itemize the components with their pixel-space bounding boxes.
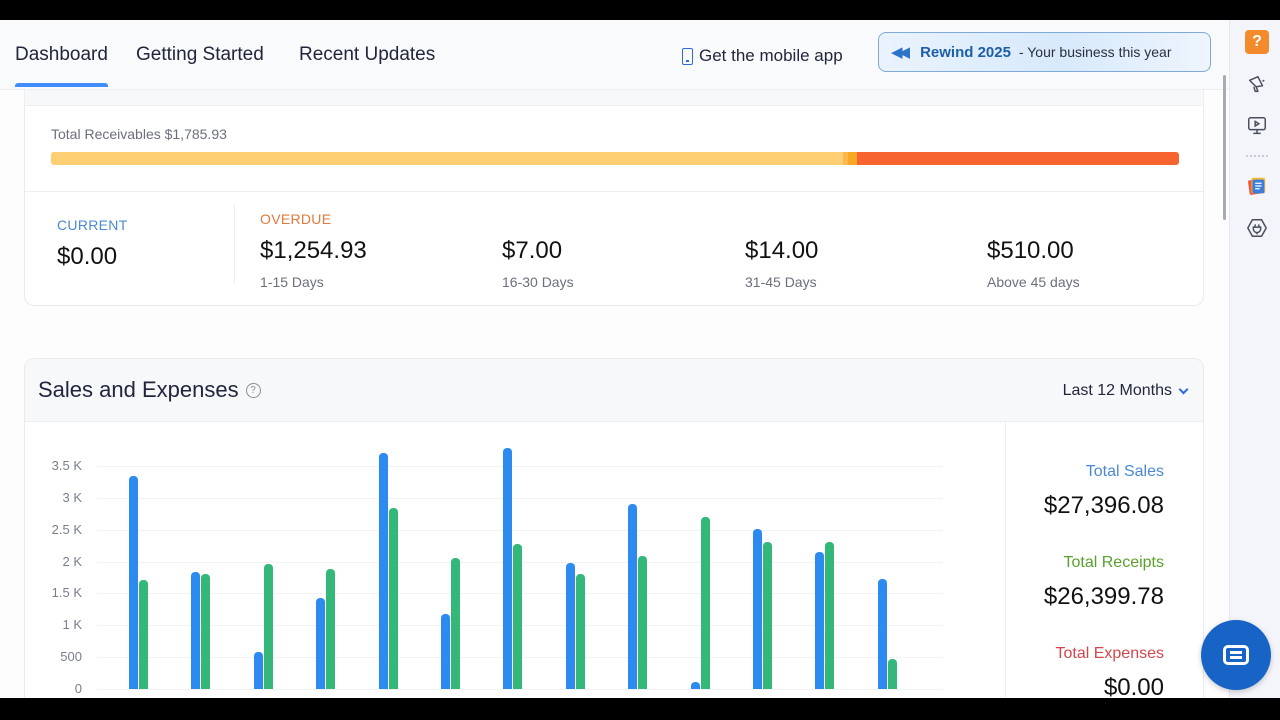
receipts-bar[interactable]	[575, 574, 585, 689]
chat-icon	[1223, 645, 1249, 665]
gridline	[97, 689, 942, 690]
mobile-phone-icon	[682, 47, 693, 65]
sales-bar[interactable]	[316, 597, 326, 689]
receivables-bar-segment[interactable]	[848, 152, 858, 165]
sales-bar[interactable]	[690, 681, 700, 689]
receipts-bar[interactable]	[887, 659, 897, 689]
receipts-bar[interactable]	[763, 541, 772, 689]
mobile-app-label: Get the mobile app	[699, 46, 843, 65]
receipts-bar[interactable]	[139, 580, 148, 689]
total-receipts-label: Total Receipts	[1063, 554, 1165, 571]
y-axis-tick-label: 3 K	[62, 489, 82, 505]
y-axis-tick-label: 0	[74, 681, 82, 696]
receivables-bar-segment[interactable]	[51, 152, 843, 165]
y-axis-tick-label: 2 K	[62, 553, 82, 569]
card-header-strip	[24, 90, 1204, 106]
y-axis-tick-label: 500	[60, 649, 82, 665]
divider	[234, 204, 235, 284]
right-utility-rail: ?	[1229, 20, 1280, 698]
receipts-bar[interactable]	[700, 516, 710, 689]
chevron-down-icon	[1178, 384, 1189, 394]
receipts-bar[interactable]	[388, 508, 398, 689]
sales-bar[interactable]	[441, 613, 450, 689]
receipts-bar[interactable]	[825, 541, 835, 689]
receipts-bar[interactable]	[638, 555, 648, 689]
sales-bar[interactable]	[129, 475, 138, 689]
y-axis-tick-label: 1.5 K	[51, 585, 82, 601]
current-amount[interactable]: $0.00	[57, 243, 118, 270]
period-dropdown[interactable]: Last 12 Months	[1062, 382, 1189, 400]
rewind-banner-button[interactable]: ◀◀ Rewind 2025 - Your business this year	[878, 32, 1211, 72]
rewind-title: Rewind 2025	[920, 43, 1011, 61]
page-scrollbar[interactable]	[1223, 75, 1226, 220]
gridline	[97, 529, 942, 531]
megaphone-icon[interactable]	[1245, 72, 1269, 96]
receipts-bar[interactable]	[451, 558, 460, 689]
y-axis-tick-label: 3.5 K	[51, 458, 82, 473]
tab-recent-updates[interactable]: Recent Updates	[299, 44, 436, 65]
sales-bar[interactable]	[503, 447, 513, 689]
y-axis-tick-label: 2.5 K	[51, 521, 82, 537]
total-sales-value: $27,396.08	[1043, 492, 1164, 519]
receipts-bar[interactable]	[513, 543, 523, 689]
y-axis-tick-label: 1 K	[62, 617, 82, 633]
divider	[25, 191, 1203, 192]
total-expenses-label: Total Expenses	[1055, 645, 1164, 662]
sales-expenses-title: Sales and Expenses	[38, 377, 239, 402]
overdue-range-31-45: 31-45 Days	[745, 274, 817, 290]
sales-bar[interactable]	[628, 503, 638, 689]
receipts-bar[interactable]	[201, 574, 211, 689]
sales-bar[interactable]	[191, 571, 201, 689]
app-screen: Dashboard Getting Started Recent Updates…	[0, 20, 1280, 698]
total-sales-label: Total Sales	[1085, 463, 1164, 480]
sales-bar[interactable]	[565, 562, 575, 689]
receivables-card: Total Receivables $1,785.93 CURRENT $0.0…	[24, 106, 1204, 306]
notes-icon[interactable]	[1245, 174, 1269, 198]
sales-bar[interactable]	[815, 552, 825, 689]
sales-expenses-card: Sales and Expenses ? Last 12 Months 0 500…	[24, 358, 1204, 698]
integrations-icon[interactable]	[1245, 216, 1269, 240]
sales-bar[interactable]	[253, 652, 263, 689]
gridline	[97, 466, 942, 467]
gridline	[97, 497, 942, 499]
rewind-subtitle: - Your business this year	[1018, 44, 1172, 60]
total-receivables-label: Total Receivables $1,785.93	[51, 126, 227, 142]
period-label: Last 12 Months	[1062, 382, 1172, 399]
receivables-bar-segment[interactable]	[857, 152, 1179, 165]
total-receipts-value: $26,399.78	[1043, 583, 1164, 610]
overdue-amount-16-30[interactable]: $7.00	[502, 237, 563, 264]
overdue-range-above-45: Above 45 days	[987, 274, 1080, 290]
current-label: CURRENT	[57, 217, 128, 233]
sales-bar[interactable]	[877, 578, 887, 689]
sales-bar[interactable]	[378, 453, 388, 689]
video-tutorial-icon[interactable]	[1245, 114, 1269, 138]
overdue-amount-above-45[interactable]: $510.00	[987, 237, 1074, 264]
section-title: Sales and Expenses ?	[38, 377, 261, 403]
sales-bar[interactable]	[753, 529, 762, 689]
overdue-range-16-30: 16-30 Days	[502, 274, 574, 290]
overdue-label: OVERDUE	[260, 211, 332, 227]
card-header: Sales and Expenses ? Last 12 Months	[25, 359, 1203, 422]
get-mobile-app-link[interactable]: Get the mobile app	[682, 46, 843, 66]
receipts-bar[interactable]	[326, 569, 336, 689]
rewind-icon: ◀◀	[891, 44, 910, 61]
help-icon[interactable]: ?	[1245, 30, 1269, 54]
tab-dashboard[interactable]: Dashboard	[15, 44, 108, 87]
receipts-bar[interactable]	[263, 564, 273, 689]
top-navigation: Dashboard Getting Started Recent Updates…	[0, 20, 1229, 90]
overdue-amount-1-15[interactable]: $1,254.93	[260, 237, 367, 264]
sales-expenses-chart: 0 500 1 K 1.5 K 2 K 2.5 K 3 K 3.5 K	[25, 422, 1005, 698]
chat-support-button[interactable]	[1201, 620, 1271, 690]
total-expenses-value: $0.00	[1103, 674, 1164, 698]
help-circle-icon[interactable]: ?	[245, 382, 261, 398]
receivables-bar-segment[interactable]	[842, 152, 849, 165]
overdue-amount-31-45[interactable]: $14.00	[745, 237, 819, 264]
receivables-progress-bar	[51, 152, 1179, 165]
overdue-range-1-15: 1-15 Days	[260, 274, 324, 290]
totals-panel: Total Sales $27,396.08 Total Receipts $2…	[1005, 422, 1203, 698]
divider	[1246, 155, 1268, 157]
tab-getting-started[interactable]: Getting Started	[136, 44, 264, 65]
